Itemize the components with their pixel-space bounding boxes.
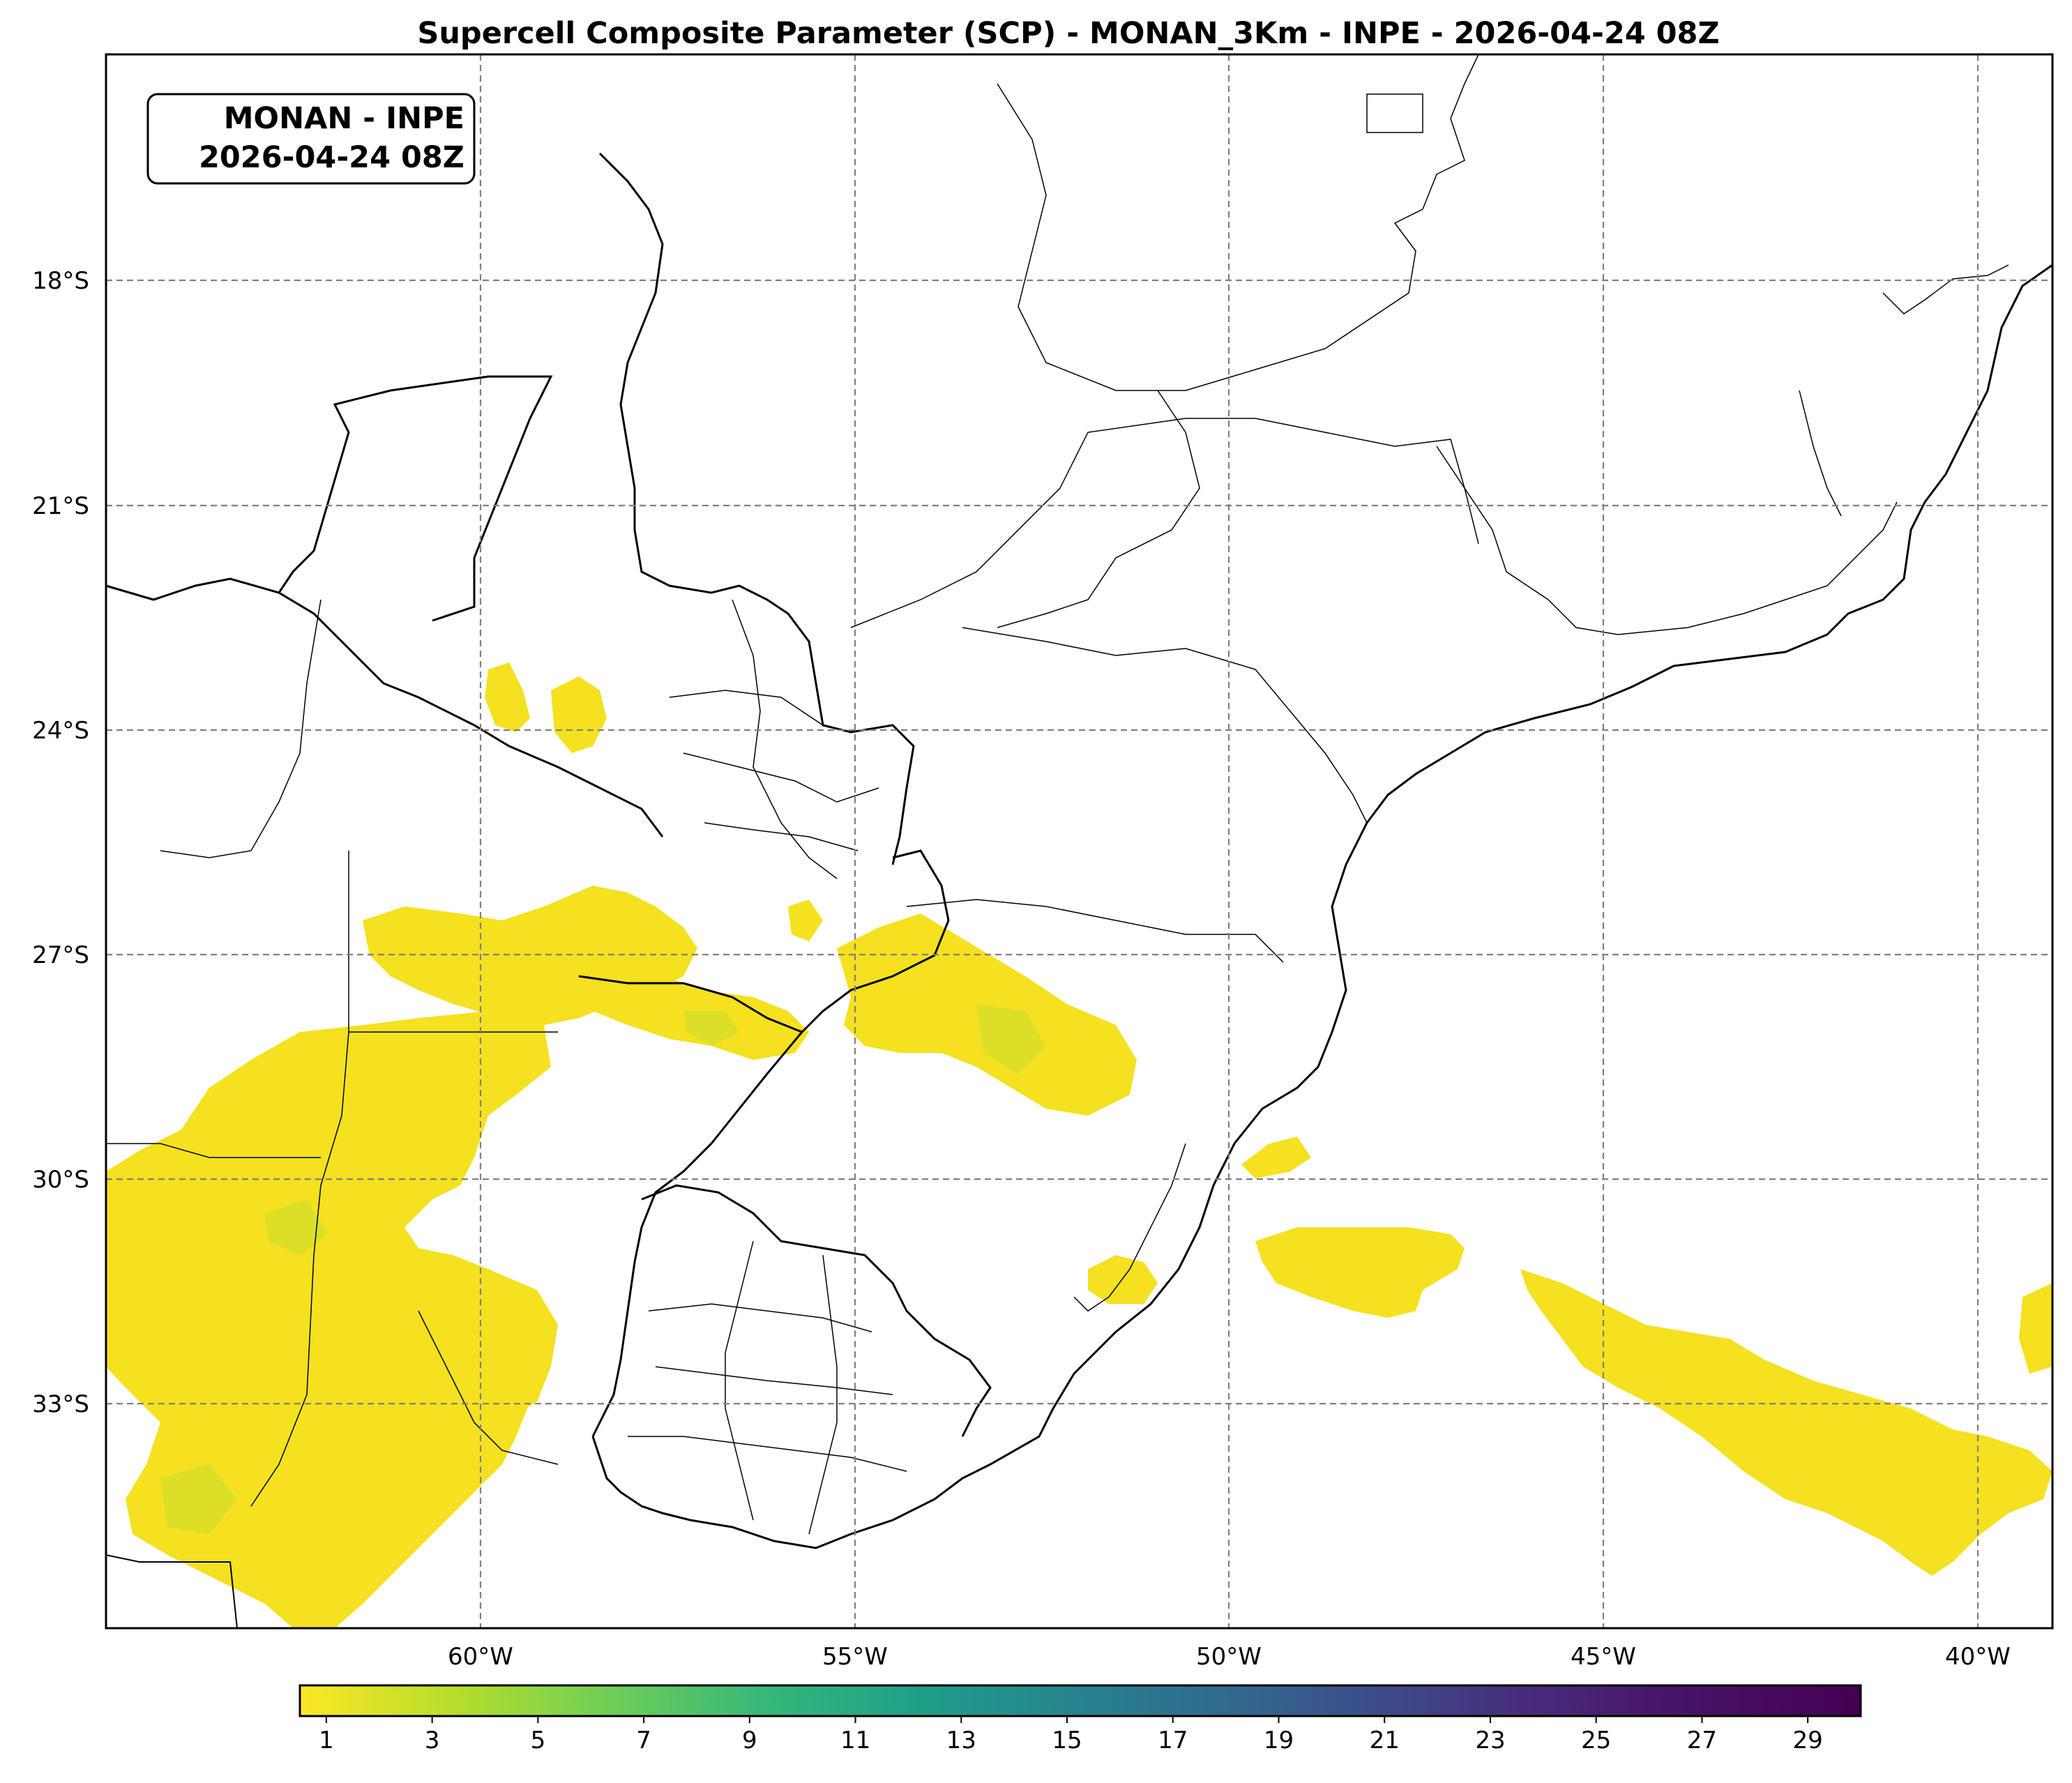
state-lines	[106, 54, 2009, 1535]
colorbar-tick-label: 25	[1581, 1727, 1611, 1754]
border-argentina-brazil	[578, 849, 950, 1033]
colorbar-ticks: 1 3 5 7 9 11 13 15 17 19 21 23 25 27 29	[319, 1716, 1823, 1754]
colorbar: 1 3 5 7 9 11 13 15 17 19 21 23 25 27 29	[298, 1684, 1862, 1754]
colorbar-tick-label: 9	[742, 1727, 757, 1754]
scp-mid-4	[683, 1011, 739, 1046]
lon-tick-labels: 60°W 55°W 50°W 45°W 40°W	[448, 1643, 2011, 1671]
colorbar-tick-label: 5	[531, 1727, 546, 1754]
colorbar-tick-label: 11	[840, 1727, 870, 1754]
lon-tick-label: 40°W	[1945, 1643, 2011, 1671]
colorbar-tick-label: 1	[319, 1727, 334, 1754]
colorbar-tick-label: 13	[946, 1727, 976, 1754]
map-frame	[105, 53, 2054, 1630]
scp-area-ocean-1	[1255, 1227, 1465, 1318]
scp-mid-1	[160, 1464, 237, 1534]
scp-area-coast-rs	[1088, 1255, 1158, 1304]
scp-area-east-edge	[2019, 1283, 2052, 1374]
info-box: MONAN - INPE 2026-04-24 08Z	[146, 93, 476, 185]
lon-tick-label: 50°W	[1196, 1643, 1262, 1671]
colorbar-tick-label: 23	[1475, 1727, 1505, 1754]
lon-tick-label: 60°W	[448, 1643, 513, 1671]
colorbar-tick-label: 29	[1793, 1727, 1823, 1754]
colorbar-tick-label: 17	[1158, 1727, 1188, 1754]
colorbar-tick-label: 3	[425, 1727, 440, 1754]
lat-tick-label: 33°S	[32, 1390, 89, 1418]
scp-area-paraguay	[485, 662, 530, 732]
scp-area-west	[106, 1011, 558, 1628]
colorbar-gradient	[298, 1684, 1862, 1717]
colorbar-tick-label: 19	[1264, 1727, 1294, 1754]
gridlines	[106, 54, 2052, 1628]
lat-tick-label: 18°S	[32, 267, 89, 295]
scp-mid-3	[976, 1004, 1046, 1074]
scp-area-small-1	[788, 900, 823, 941]
coastline	[591, 264, 2052, 1549]
colorbar-tick-label: 27	[1687, 1727, 1717, 1754]
colorbar-tick-label: 15	[1052, 1727, 1082, 1754]
border-argentina-paraguay	[278, 375, 553, 622]
scp-area-uruguay-border	[418, 1283, 551, 1422]
colorbar-tick-label: 7	[636, 1727, 651, 1754]
lon-tick-label: 45°W	[1571, 1643, 1636, 1671]
scp-shading	[106, 662, 2052, 1628]
scp-area-paraguay-2	[551, 676, 607, 753]
border-uruguay	[591, 1031, 803, 1437]
lat-tick-label: 27°S	[32, 941, 89, 969]
lon-tick-label: 55°W	[822, 1643, 888, 1671]
border-uruguay-brazil	[641, 1184, 992, 1437]
lat-tick-labels: 18°S 21°S 24°S 27°S 30°S 33°S	[32, 267, 89, 1418]
border-brazil-bolivia	[106, 577, 664, 837]
colorbar-tick-label: 21	[1370, 1727, 1400, 1754]
border-brazil-paraguay	[598, 152, 915, 865]
info-box-line1: MONAN - INPE	[224, 101, 464, 136]
scp-area-ocean-2	[1520, 1269, 2052, 1576]
scp-shading-mid	[160, 1004, 1046, 1534]
figure-title: Supercell Composite Parameter (SCP) - MO…	[417, 16, 1719, 51]
scp-area-coast-1	[1241, 1137, 1311, 1178]
scp-mid-2	[265, 1199, 328, 1255]
info-box-line2: 2026-04-24 08Z	[199, 140, 464, 175]
map-area	[106, 54, 2052, 1628]
lat-tick-label: 21°S	[32, 492, 89, 520]
borders	[106, 54, 2052, 1628]
lat-tick-label: 24°S	[32, 717, 89, 745]
lat-tick-label: 30°S	[32, 1166, 89, 1194]
border-chile	[106, 1554, 238, 1628]
